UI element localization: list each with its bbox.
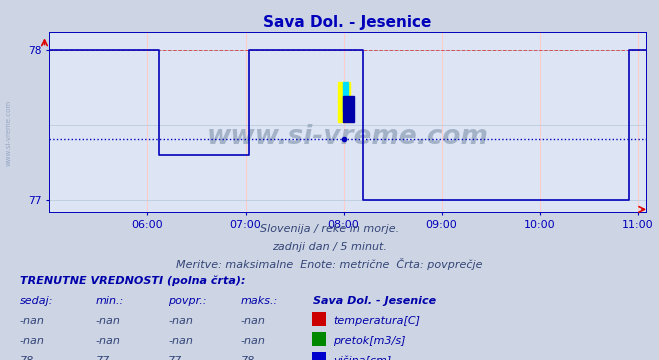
Title: Sava Dol. - Jesenice: Sava Dol. - Jesenice xyxy=(264,15,432,30)
Text: 77: 77 xyxy=(168,356,183,360)
Text: www.si-vreme.com: www.si-vreme.com xyxy=(207,124,488,150)
Text: maks.:: maks.: xyxy=(241,296,278,306)
Text: sedaj:: sedaj: xyxy=(20,296,53,306)
Text: -nan: -nan xyxy=(241,336,266,346)
Text: TRENUTNE VREDNOSTI (polna črta):: TRENUTNE VREDNOSTI (polna črta): xyxy=(20,276,245,287)
Text: -nan: -nan xyxy=(168,336,193,346)
Text: www.si-vreme.com: www.si-vreme.com xyxy=(5,100,12,166)
Text: -nan: -nan xyxy=(96,316,121,326)
Text: -nan: -nan xyxy=(168,316,193,326)
Text: povpr.:: povpr.: xyxy=(168,296,206,306)
Text: 78: 78 xyxy=(241,356,255,360)
Text: min.:: min.: xyxy=(96,296,124,306)
Text: 78: 78 xyxy=(20,356,34,360)
Text: Sava Dol. - Jesenice: Sava Dol. - Jesenice xyxy=(313,296,436,306)
Text: temperatura[C]: temperatura[C] xyxy=(333,316,420,326)
FancyBboxPatch shape xyxy=(338,82,349,122)
FancyBboxPatch shape xyxy=(343,82,348,112)
Text: zadnji dan / 5 minut.: zadnji dan / 5 minut. xyxy=(272,242,387,252)
Text: Slovenija / reke in morje.: Slovenija / reke in morje. xyxy=(260,224,399,234)
Text: -nan: -nan xyxy=(241,316,266,326)
Text: -nan: -nan xyxy=(20,336,45,346)
Text: Meritve: maksimalne  Enote: metrične  Črta: povprečje: Meritve: maksimalne Enote: metrične Črta… xyxy=(176,258,483,270)
FancyBboxPatch shape xyxy=(343,96,354,122)
Text: 77: 77 xyxy=(96,356,110,360)
Text: -nan: -nan xyxy=(96,336,121,346)
Text: -nan: -nan xyxy=(20,316,45,326)
Text: pretok[m3/s]: pretok[m3/s] xyxy=(333,336,405,346)
Text: višina[cm]: višina[cm] xyxy=(333,355,391,360)
